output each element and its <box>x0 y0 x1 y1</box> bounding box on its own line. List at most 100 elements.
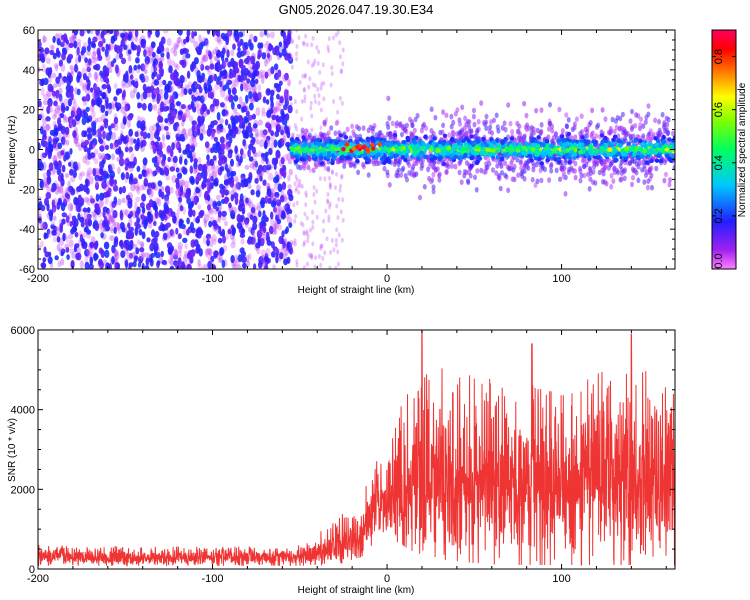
spectrogram-cell <box>281 126 287 134</box>
spectrogram-cell <box>210 255 215 262</box>
spectrogram-cell <box>298 80 302 85</box>
spectrogram-cell <box>668 177 672 183</box>
spectrogram-cell <box>104 173 111 179</box>
spectrogram-cell <box>142 157 148 166</box>
spectrogram-cell <box>102 210 106 218</box>
spectrogram-cell <box>98 40 104 48</box>
spectrogram-cell <box>238 76 242 83</box>
spectrogram-cell <box>51 113 57 120</box>
spectrogram-cell <box>89 152 96 159</box>
spectrogram-cell <box>230 194 234 202</box>
spectrogram-cell <box>189 208 193 217</box>
spectrogram-cell <box>116 156 121 162</box>
spectrogram-cell <box>664 171 668 178</box>
spectrogram-cell <box>440 129 445 136</box>
spectrogram-cell <box>157 144 163 151</box>
spectrogram-cell <box>164 194 170 202</box>
spectrogram-cell <box>76 88 81 96</box>
spectrogram-cell <box>326 191 330 197</box>
spectrogram-cell <box>77 71 82 80</box>
spectrogram-cell <box>337 261 340 267</box>
spectrogram-cell <box>273 207 277 213</box>
spectrogram-cell <box>300 98 304 104</box>
spectrogram-cell <box>89 242 94 248</box>
spectrogram-cell <box>259 129 264 138</box>
spectrogram-cell <box>127 114 133 121</box>
spectrogram-cell <box>199 133 204 141</box>
spectrogram-cell <box>319 243 323 249</box>
spectrogram-cell <box>263 43 269 49</box>
spectrogram-cell <box>192 151 196 159</box>
spectrogram-cell <box>210 176 214 182</box>
spectrogram-cell <box>161 158 166 167</box>
spectrogram-cell <box>182 167 188 175</box>
spectrogram-cell <box>86 213 92 220</box>
spectrogram-cell <box>497 143 502 149</box>
spectrogram-cell <box>104 75 109 83</box>
spectrogram-cell <box>486 156 491 163</box>
spectrogram-cell <box>298 133 302 139</box>
spectrogram-cell <box>210 182 214 190</box>
spectrogram-cell <box>68 36 75 43</box>
spectrogram-cell <box>101 46 105 52</box>
spectrogram-cell <box>44 251 50 258</box>
spectrogram-cell <box>286 34 292 43</box>
spectrogram-cell <box>244 143 248 150</box>
spectrogram-cell <box>321 62 325 68</box>
spectrogram-cell <box>52 215 57 221</box>
spectrogram-cell <box>169 265 175 269</box>
spectrogram-cell <box>86 207 91 213</box>
spectrogram-cell <box>283 41 287 51</box>
spectrogram-cell <box>233 107 238 114</box>
spectrogram-cell <box>135 196 141 202</box>
spectrogram-cell <box>111 132 117 141</box>
spectrogram-cell <box>232 175 238 183</box>
spectrogram-cell <box>290 38 294 44</box>
spectrogram-cell <box>111 153 115 161</box>
spectrogram-cell <box>269 89 275 97</box>
spectrogram-cell <box>129 30 134 36</box>
spectrogram-cell <box>223 179 230 186</box>
spectrogram-cell <box>147 211 152 217</box>
spectrogram-cell <box>69 64 74 71</box>
spectrogram-cell <box>91 138 98 146</box>
spectrogram-cell <box>326 198 330 204</box>
spectrogram-cell <box>181 113 187 121</box>
spectrogram-cell <box>539 161 544 166</box>
spectrogram-cell <box>109 142 114 150</box>
spectrogram-cell <box>43 224 48 230</box>
spectrogram-cell <box>293 241 297 247</box>
spectrogram-cell <box>671 130 675 137</box>
spectrogram-cell <box>57 142 63 150</box>
spectrogram-cell <box>45 116 51 122</box>
spectrogram-cell <box>219 166 225 172</box>
spectrogram-cell <box>64 126 70 136</box>
spectrogram-cell <box>124 139 129 147</box>
spectrogram-cell <box>49 129 55 136</box>
spectrogram-cell <box>156 260 161 266</box>
spectrogram-cell <box>420 162 425 169</box>
spectrogram-cell <box>248 156 254 162</box>
spectrogram-cell <box>84 225 89 233</box>
spectrogram-cell <box>526 165 531 171</box>
spectrogram-cell <box>55 225 60 232</box>
spectrogram-cell <box>70 188 76 196</box>
spectrogram-cell <box>196 227 203 235</box>
spectrogram-cell <box>162 30 169 34</box>
spectrogram-cell <box>330 169 334 175</box>
spectrogram-cell <box>241 153 247 159</box>
spectrogram-cell <box>191 133 197 140</box>
spectrogram-cell <box>289 30 293 35</box>
spectrogram-cell <box>61 218 66 225</box>
spectrogram-cell <box>238 96 243 105</box>
spectrogram-cell <box>57 123 63 130</box>
spectrogram-cell <box>68 161 72 167</box>
spectrogram-cell <box>93 57 97 64</box>
spectrogram-cell <box>95 168 101 176</box>
spectrogram-cell <box>331 169 334 175</box>
spectrogram-cell <box>141 103 147 111</box>
spectrogram-cell <box>214 177 219 186</box>
spectrogram-cell <box>107 105 113 115</box>
spectrogram-cell <box>149 131 155 141</box>
spectrogram-cell <box>250 97 256 104</box>
